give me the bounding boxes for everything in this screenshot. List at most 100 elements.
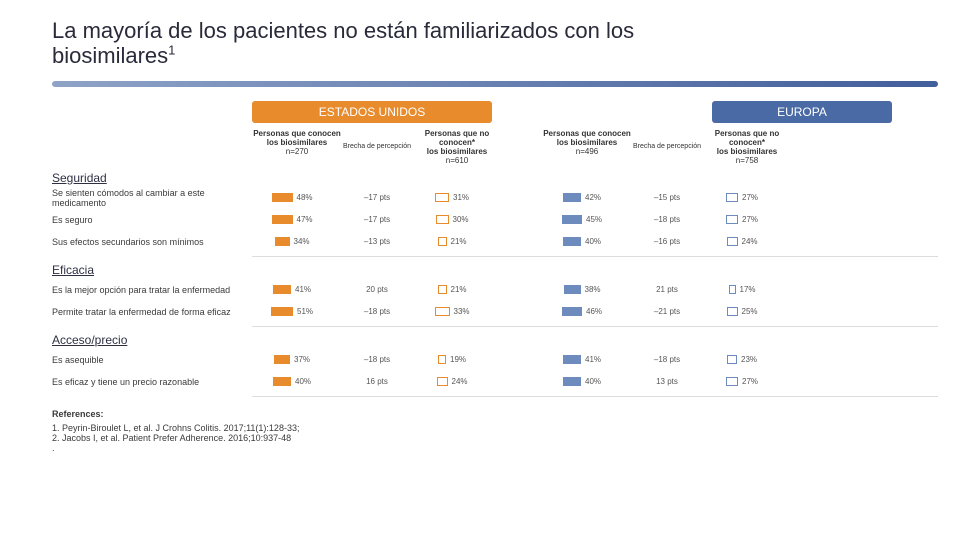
col-us-known: Personas que conocen los biosimilares n=… [252,129,342,165]
region-us: ESTADOS UNIDOS [252,101,492,123]
percent-label: 47% [297,215,323,224]
bar [562,215,582,224]
bar-cell: 33% [412,307,502,316]
percent-label: 38% [585,285,611,294]
data-row: Permite tratar la enfermedad de forma ef… [52,301,938,323]
percent-label: 17% [740,285,766,294]
references: References: 1. Peyrin-Biroulet L, et al.… [52,409,938,453]
references-heading: References: [52,409,938,419]
col-us-unknown: Personas que no conocen* los biosimilare… [412,129,502,165]
percent-label: 25% [742,307,768,316]
bar-cell: 42% [542,193,632,202]
bar [438,355,446,364]
section-label: Seguridad [52,171,938,185]
col-eu-known: Personas que conocen los biosimilares n=… [542,129,632,165]
bar-cell: 46% [542,307,632,316]
percent-label: 21% [451,237,477,246]
bar-cell: 27% [702,377,792,386]
reference-1: 1. Peyrin-Biroulet L, et al. J Crohns Co… [52,423,938,433]
bar-cell: 21% [412,237,502,246]
bar-cell: 30% [412,215,502,224]
bar [273,377,291,386]
row-label: Es asequible [52,355,252,365]
bar [726,193,738,202]
gap-value: –13 pts [342,237,412,246]
bar [564,285,581,294]
bar [729,285,736,294]
percent-label: 27% [742,215,768,224]
bar-cell: 51% [252,307,342,316]
percent-label: 31% [453,193,479,202]
bar [435,193,449,202]
percent-label: 23% [741,355,767,364]
bar [271,307,293,316]
percent-label: 40% [585,237,611,246]
percent-label: 34% [294,237,320,246]
bar-cell: 40% [252,377,342,386]
bar-cell: 38% [542,285,632,294]
gap-value: 20 pts [342,285,412,294]
bar [727,307,738,316]
bar-cell: 40% [542,377,632,386]
bar [727,237,738,246]
row-label: Es la mejor opción para tratar la enferm… [52,285,252,295]
bar [436,215,449,224]
gap-value: –15 pts [632,193,702,202]
bar [435,307,450,316]
gap-value: –17 pts [342,215,412,224]
data-grid: Seguridad Se sienten cómodos al cambiar … [52,171,938,397]
bar [272,193,293,202]
row-label: Se sienten cómodos al cambiar a este med… [52,188,252,208]
section-label: Eficacia [52,263,938,277]
gap-value: –16 pts [632,237,702,246]
bar-cell: 21% [412,285,502,294]
region-headers: ESTADOS UNIDOS EUROPA [52,101,938,123]
reference-dot: . [52,443,938,453]
bar [726,377,738,386]
gap-value: –18 pts [632,215,702,224]
bar-cell: 41% [252,285,342,294]
bar-cell: 23% [702,355,792,364]
percent-label: 21% [451,285,477,294]
row-label: Es eficaz y tiene un precio razonable [52,377,252,387]
data-row: Es eficaz y tiene un precio razonable 40… [52,371,938,393]
bar [438,237,447,246]
bar [726,215,738,224]
bar-cell: 19% [412,355,502,364]
title-line2: biosimilares [52,43,168,68]
bar [562,307,582,316]
col-eu-unknown: Personas que no conocen* los biosimilare… [702,129,792,165]
percent-label: 51% [297,307,323,316]
data-row: Sus efectos secundarios son mínimos 34% … [52,231,938,253]
data-row: Se sienten cómodos al cambiar a este med… [52,187,938,209]
bar-cell: 27% [702,193,792,202]
percent-label: 24% [742,237,768,246]
percent-label: 33% [454,307,480,316]
bar-cell: 37% [252,355,342,364]
bar [563,193,581,202]
bar-cell: 34% [252,237,342,246]
bar-cell: 27% [702,215,792,224]
bar-cell: 25% [702,307,792,316]
percent-label: 45% [586,215,612,224]
percent-label: 46% [586,307,612,316]
bar [273,285,291,294]
region-eu: EUROPA [712,101,892,123]
gap-value: 13 pts [632,377,702,386]
percent-label: 48% [297,193,323,202]
percent-label: 41% [295,285,321,294]
percent-label: 40% [585,377,611,386]
gap-value: 16 pts [342,377,412,386]
percent-label: 42% [585,193,611,202]
bar [274,355,290,364]
percent-label: 19% [450,355,476,364]
percent-label: 24% [452,377,478,386]
data-row: Es seguro 47% –17 pts 30% 45% –18 pts 27… [52,209,938,231]
data-row: Es la mejor opción para tratar la enferm… [52,279,938,301]
bar-cell: 31% [412,193,502,202]
bar-cell: 17% [702,285,792,294]
title-line1: La mayoría de los pacientes no están fam… [52,18,634,43]
bar-cell: 40% [542,237,632,246]
percent-label: 37% [294,355,320,364]
bar-cell: 41% [542,355,632,364]
